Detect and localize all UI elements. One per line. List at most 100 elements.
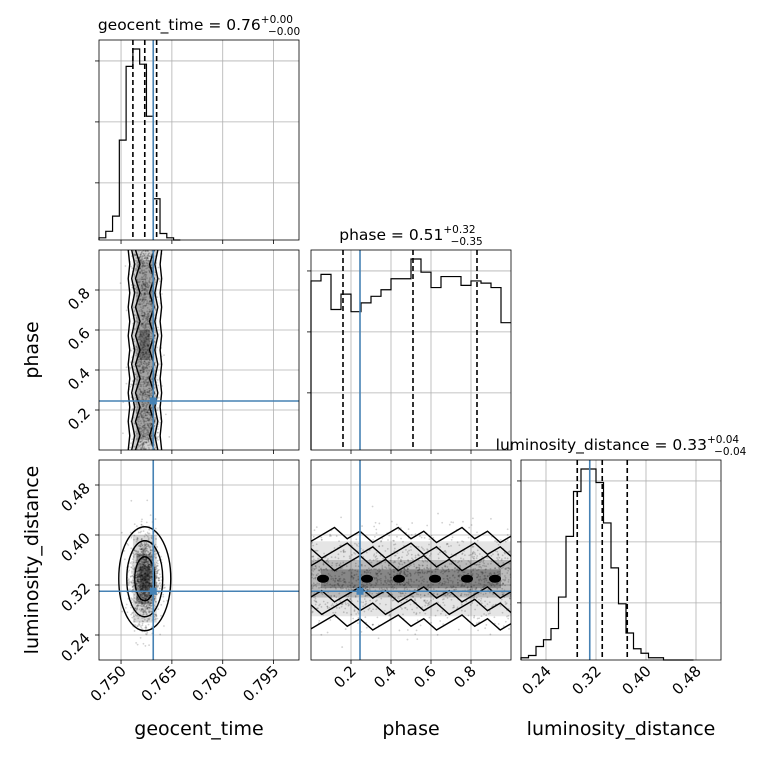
scatter-point (130, 383, 132, 386)
scatter-point (143, 593, 146, 596)
scatter-point (150, 389, 153, 391)
scatter-point (365, 626, 368, 629)
scatter-point (138, 360, 141, 363)
scatter-point (133, 306, 135, 309)
scatter-point (143, 597, 146, 600)
scatter-point (143, 576, 146, 579)
scatter-point (148, 644, 150, 647)
scatter-point (149, 552, 152, 554)
scatter-point (147, 584, 150, 587)
scatter-point (147, 356, 150, 359)
scatter-point (141, 549, 144, 552)
scatter-point (131, 561, 133, 563)
scatter-point (143, 551, 146, 554)
scatter-point (140, 625, 142, 628)
scatter-point (145, 411, 148, 414)
scatter-point (141, 403, 144, 406)
scatter-point (148, 270, 151, 273)
scatter-point (140, 261, 143, 263)
scatter-point (139, 594, 142, 597)
scatter-point (134, 253, 137, 256)
scatter-point (145, 330, 148, 333)
scatter-point (150, 423, 153, 426)
scatter-point (147, 362, 149, 365)
scatter-point (138, 283, 141, 286)
scatter-point (141, 596, 144, 599)
scatter-point (136, 625, 139, 628)
scatter-point (142, 442, 145, 444)
scatter-point (146, 257, 149, 260)
scatter-point (148, 575, 151, 578)
scatter-point (146, 578, 149, 580)
scatter-point (144, 276, 147, 279)
scatter-point (140, 363, 143, 365)
scatter-point (146, 267, 149, 269)
scatter-point (135, 598, 138, 601)
scatter-point (146, 283, 149, 286)
scatter-point (140, 390, 142, 393)
scatter-point (139, 303, 142, 306)
scatter-point (148, 409, 150, 412)
scatter-point (148, 584, 150, 587)
scatter-point (157, 435, 159, 438)
scatter-point (156, 617, 159, 620)
scatter-point (144, 352, 147, 355)
scatter-point (149, 427, 152, 429)
scatter-point (326, 631, 329, 634)
scatter-point (147, 565, 150, 568)
scatter-point (146, 560, 148, 563)
scatter-point (146, 572, 149, 575)
scatter-point (141, 315, 144, 317)
scatter-point (141, 544, 144, 547)
scatter-point (156, 564, 159, 567)
scatter-point (137, 576, 139, 579)
scatter-point (141, 258, 144, 261)
scatter-point (138, 573, 141, 576)
scatter-point (144, 281, 147, 284)
scatter-point (136, 571, 138, 573)
scatter-point (143, 541, 146, 544)
scatter-point (139, 259, 142, 262)
scatter-point (147, 377, 150, 380)
scatter-point (142, 554, 145, 557)
scatter-point (148, 586, 151, 589)
scatter-point (143, 565, 146, 568)
scatter-point (149, 582, 152, 585)
scatter-point (143, 569, 145, 572)
scatter-point (146, 582, 149, 584)
scatter-point (507, 617, 510, 620)
scatter-point (142, 362, 145, 365)
scatter-point (145, 319, 147, 322)
scatter-point (137, 582, 140, 585)
scatter-point (142, 604, 145, 607)
scatter-point (142, 596, 145, 599)
scatter-point (135, 525, 138, 527)
scatter-point (143, 572, 146, 575)
scatter-point (149, 584, 152, 587)
scatter-point (146, 431, 148, 434)
scatter-point (145, 255, 147, 258)
scatter-point (144, 573, 147, 576)
scatter-point (143, 553, 146, 556)
scatter-point (144, 293, 147, 296)
scatter-point (140, 574, 143, 576)
scatter-point (150, 394, 153, 397)
scatter-point (144, 568, 147, 571)
scatter-point (143, 432, 146, 435)
scatter-point (137, 321, 139, 323)
scatter-point (149, 563, 152, 566)
scatter-point (140, 587, 143, 590)
scatter-point (157, 591, 160, 594)
scatter-point (312, 535, 315, 538)
scatter-point (143, 592, 146, 595)
scatter-point (144, 533, 147, 536)
scatter-point (138, 585, 141, 588)
scatter-point (146, 424, 149, 427)
scatter-point (141, 262, 144, 265)
scatter-point (139, 298, 141, 301)
contour-line (134, 250, 155, 450)
scatter-point (144, 352, 147, 354)
scatter-point (138, 388, 141, 390)
scatter-point (141, 322, 143, 325)
scatter-point (157, 576, 160, 579)
